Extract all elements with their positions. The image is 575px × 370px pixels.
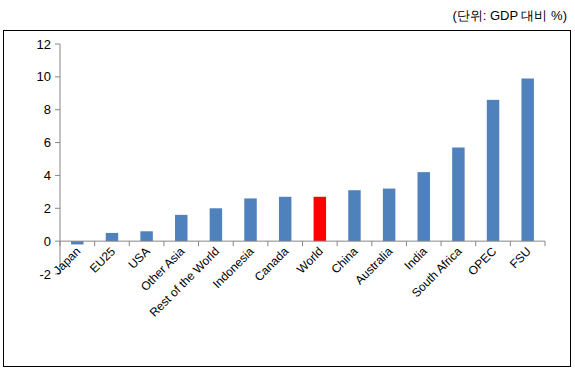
bar [210,208,222,241]
x-tick [302,241,303,246]
x-tick [510,241,511,246]
y-tick [55,208,60,209]
x-tick-label: Australia [352,244,395,287]
x-tick-label: Indonesia [210,244,257,291]
x-tick [60,241,61,246]
x-tick-label: China [329,244,361,276]
x-tick [406,241,407,246]
chart-container: (단위: GDP 대비 %)-2024681012JapanEU25USAOth… [0,0,575,370]
bar [487,100,499,241]
bar [106,233,118,241]
bar [348,190,360,241]
x-tick-label: Japan [50,244,83,277]
x-tick-label: EU25 [87,244,118,275]
y-tick [55,44,60,45]
x-tick [233,241,234,246]
y-tick-label: 4 [44,168,51,183]
y-tick [55,175,60,176]
chart-svg: (단위: GDP 대비 %)-2024681012JapanEU25USAOth… [0,0,575,370]
chart-frame [4,31,571,367]
bar [418,172,430,241]
x-tick [371,241,372,246]
y-tick [55,142,60,143]
x-tick [545,241,546,246]
x-tick [441,241,442,246]
bar [244,198,256,241]
bar [175,215,187,241]
x-tick [198,241,199,246]
x-tick-label: South Africa [409,244,465,300]
x-tick [337,241,338,246]
x-tick [129,241,130,246]
x-tick-label: FSU [507,244,534,271]
x-tick-label: World [294,244,326,276]
bar [279,197,291,241]
y-tick-label: -2 [39,267,51,282]
y-tick-label: 12 [37,37,51,52]
y-tick [55,109,60,110]
bar [452,148,464,242]
subtitle: (단위: GDP 대비 %) [452,8,567,23]
bar [314,197,326,241]
y-axis [60,44,61,274]
y-tick [55,241,60,242]
y-tick [55,76,60,77]
x-tick-label: OPEC [465,244,499,278]
x-tick-label: India [402,244,431,273]
x-tick-label: Canada [252,244,292,284]
y-tick-label: 0 [44,234,51,249]
x-tick [267,241,268,246]
bar [383,189,395,242]
bar [140,231,152,241]
x-tick [163,241,164,246]
x-tick [94,241,95,246]
bars [71,79,534,245]
y-tick-label: 6 [44,135,51,150]
x-tick-label: USA [125,244,152,271]
bar [521,79,533,242]
x-tick [475,241,476,246]
y-tick-label: 10 [37,69,51,84]
y-tick-label: 8 [44,102,51,117]
y-tick-label: 2 [44,201,51,216]
